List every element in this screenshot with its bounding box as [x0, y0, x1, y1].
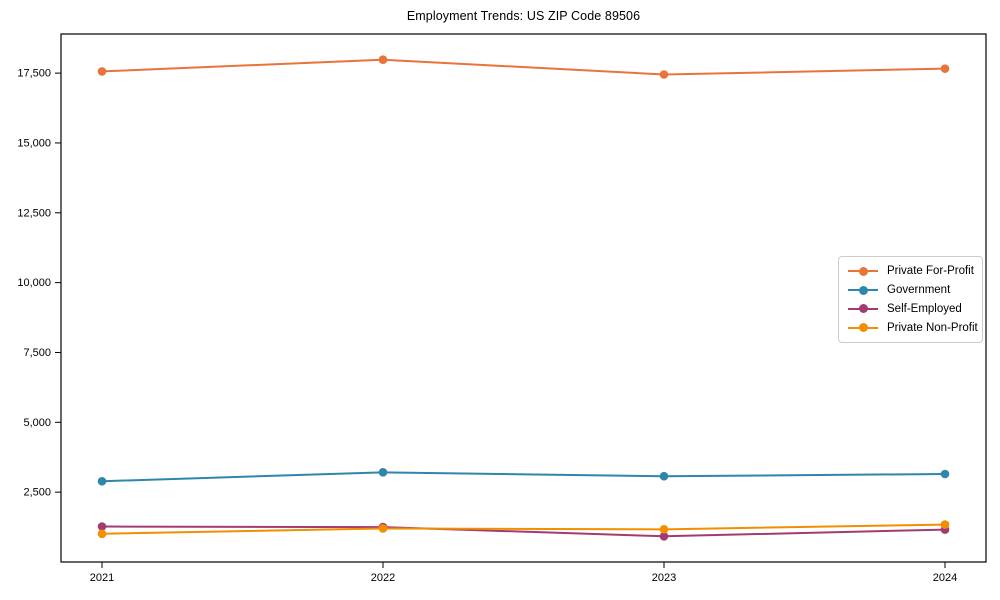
series-line-self-employed	[101, 525, 946, 538]
series-line-government	[101, 471, 946, 483]
chart-legend: Private For-Profit Government Self-Employe…	[838, 256, 983, 343]
series-marker-government	[940, 469, 950, 479]
series-marker-self-employed	[97, 522, 107, 531]
y-tick-label: 15,000	[17, 137, 51, 149]
series-marker-government	[97, 476, 107, 486]
series-marker-self-employed	[659, 531, 669, 541]
series-marker-private-non-profit	[97, 529, 107, 539]
legend-label: Government	[887, 284, 951, 297]
x-tick-label: 2022	[371, 572, 395, 584]
y-tick-label: 12,500	[17, 207, 51, 219]
legend-label: Private Non-Profit	[887, 321, 978, 334]
legend-line-marker-icon	[848, 304, 878, 314]
series-marker-private-for-profit	[97, 67, 107, 76]
legend-line-marker-icon	[848, 285, 878, 295]
legend-label: Self-Employed	[887, 302, 962, 315]
y-tick-label: 7,500	[23, 347, 51, 359]
legend-label: Private For-Profit	[887, 265, 974, 278]
series-marker-private-for-profit	[659, 70, 669, 79]
legend-line-marker-icon	[848, 266, 878, 276]
y-tick-label: 2,500	[23, 487, 51, 499]
series-line-private-non-profit	[101, 523, 946, 535]
x-tick-label: 2023	[652, 572, 676, 584]
chart-title: Employment Trends: US ZIP Code 89506	[406, 9, 641, 23]
series-marker-private-non-profit	[940, 520, 950, 529]
series-line-private-for-profit	[101, 58, 946, 76]
x-tick-label: 2021	[90, 572, 114, 584]
series-marker-private-for-profit	[940, 64, 950, 73]
legend-item-private-for-profit: Private For-Profit	[848, 265, 974, 278]
series-marker-private-for-profit	[378, 55, 388, 65]
x-tick-label: 2024	[933, 572, 957, 584]
plot-frame	[60, 33, 987, 563]
legend-item-self-employed: Self-Employed	[848, 303, 973, 315]
y-tick-label: 17,500	[17, 68, 51, 80]
legend-item-private-non-profit: Private Non-Profit	[848, 322, 978, 334]
series-marker-government	[378, 468, 388, 477]
legend-line-marker-icon	[848, 323, 878, 333]
y-tick-label: 10,000	[17, 277, 51, 289]
y-tick-label: 5,000	[23, 417, 51, 429]
series-marker-private-non-profit	[378, 524, 388, 533]
series-marker-private-non-profit	[659, 525, 669, 534]
series-marker-government	[659, 471, 669, 481]
legend-item-government: Government	[848, 284, 973, 296]
